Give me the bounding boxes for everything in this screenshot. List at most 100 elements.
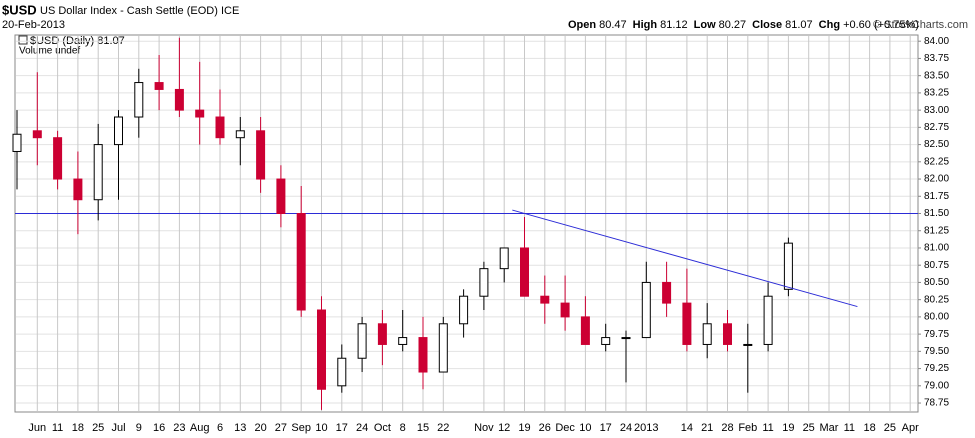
y-tick-label: 79.25 [924, 363, 949, 374]
x-tick-label: 25 [803, 422, 815, 434]
x-tick-label: 12 [498, 422, 510, 434]
candle-body [641, 281, 651, 339]
x-tick-label: 9 [136, 422, 142, 434]
y-tick-label: 80.75 [924, 260, 949, 271]
x-tick-label: 17 [336, 422, 348, 434]
x-tick-label: Jul [111, 422, 125, 434]
candle-body [357, 323, 367, 359]
y-tick-label: 80.25 [924, 294, 949, 305]
x-tick-label: Nov [474, 422, 494, 434]
candle-body [601, 337, 611, 345]
y-tick-label: 83.50 [924, 70, 949, 81]
x-tick-label: 11 [844, 422, 855, 434]
x-tick-label: 20 [254, 422, 266, 434]
x-tick-label: Feb [738, 422, 757, 434]
x-tick-label: 22 [437, 422, 449, 434]
x-tick-label: 24 [356, 422, 368, 434]
candle-body [154, 82, 164, 90]
candle-body [195, 109, 205, 118]
x-tick-label: 14 [681, 422, 693, 434]
y-tick-label: 82.50 [924, 139, 949, 150]
candle-body [174, 88, 184, 111]
x-tick-label: 28 [721, 422, 733, 434]
copyright: © StockCharts.com [873, 19, 968, 31]
y-tick-label: 82.25 [924, 156, 949, 167]
candle-body [418, 337, 428, 373]
stat-value: 81.07 [785, 19, 813, 31]
x-tick-label: 27 [275, 422, 287, 434]
x-tick-label: 16 [153, 422, 165, 434]
x-tick-label: 26 [539, 422, 551, 434]
candle-body [377, 323, 387, 345]
candle-body [134, 82, 144, 118]
stat-value: +0.60 (+0.75%) [843, 19, 919, 31]
candle-body [499, 247, 509, 270]
candle-body [438, 323, 448, 373]
candle-body [276, 178, 286, 215]
stat-label: Close [752, 19, 782, 31]
x-tick-label: Jun [28, 422, 46, 434]
stat-value: 80.27 [719, 19, 747, 31]
x-tick-label: 10 [315, 422, 327, 434]
candle-body [763, 295, 773, 345]
candle-body [662, 281, 672, 304]
x-tick-label: 17 [600, 422, 612, 434]
x-tick-label: 21 [701, 422, 713, 434]
x-tick-label: 15 [417, 422, 429, 434]
x-tick-label: Mar [820, 422, 839, 434]
candle-body [621, 337, 631, 340]
x-tick-label: Oct [374, 422, 391, 434]
y-tick-label: 79.50 [924, 346, 949, 357]
x-tick-label: 18 [863, 422, 875, 434]
candle-body [73, 178, 83, 201]
legend-icon [18, 35, 28, 45]
y-tick-label: 83.00 [924, 105, 949, 116]
candle-body [682, 302, 692, 345]
x-tick-label: 18 [72, 422, 84, 434]
x-tick-label: 19 [518, 422, 530, 434]
candle-body [53, 137, 63, 180]
candle-body [723, 323, 732, 345]
x-tick-label: 10 [579, 422, 591, 434]
candle-body [560, 302, 570, 318]
stat-value: 81.12 [660, 19, 688, 31]
x-tick-label: 11 [762, 422, 773, 434]
candle-body [783, 242, 793, 290]
x-tick-label: Aug [190, 422, 210, 434]
y-tick-label: 83.75 [924, 53, 949, 64]
x-tick-label: Apr [902, 422, 919, 434]
quote-stats: Open 80.47 High 81.12 Low 80.27 Close 81.07 Chg +… [568, 19, 919, 31]
y-tick-label: 82.75 [924, 122, 949, 133]
stat-label: High [633, 19, 658, 31]
candle-body [12, 133, 22, 152]
candle-body [235, 130, 245, 139]
y-tick-label: 81.50 [924, 208, 949, 219]
candle-body [702, 323, 712, 345]
candle-body [256, 130, 266, 180]
candle-body [520, 247, 529, 297]
y-tick-label: 81.00 [924, 243, 949, 254]
x-tick-label: 11 [52, 422, 63, 434]
candle-body [459, 295, 469, 325]
stat-value: 80.47 [599, 19, 627, 31]
legend-volume: Volume undef [19, 46, 80, 57]
x-tick-label: 6 [217, 422, 223, 434]
chart-title: US Dollar Index - Cash Settle (EOD) ICE [40, 5, 239, 17]
x-tick-label: 13 [234, 422, 246, 434]
y-tick-label: 84.00 [924, 36, 949, 47]
stat-label: Open [568, 19, 596, 31]
x-tick-label: 2013 [634, 422, 658, 434]
candle-body [580, 316, 590, 345]
y-tick-label: 82.00 [924, 174, 949, 185]
candle-body [296, 213, 306, 311]
y-tick-label: 79.00 [924, 380, 949, 391]
candle-body [317, 309, 326, 390]
stat-label: Chg [819, 19, 840, 31]
trend-line [512, 209, 858, 308]
y-tick-label: 81.75 [924, 191, 949, 202]
candle-body [743, 343, 753, 346]
x-tick-label: Dec [555, 422, 575, 434]
candle-body [398, 337, 408, 345]
